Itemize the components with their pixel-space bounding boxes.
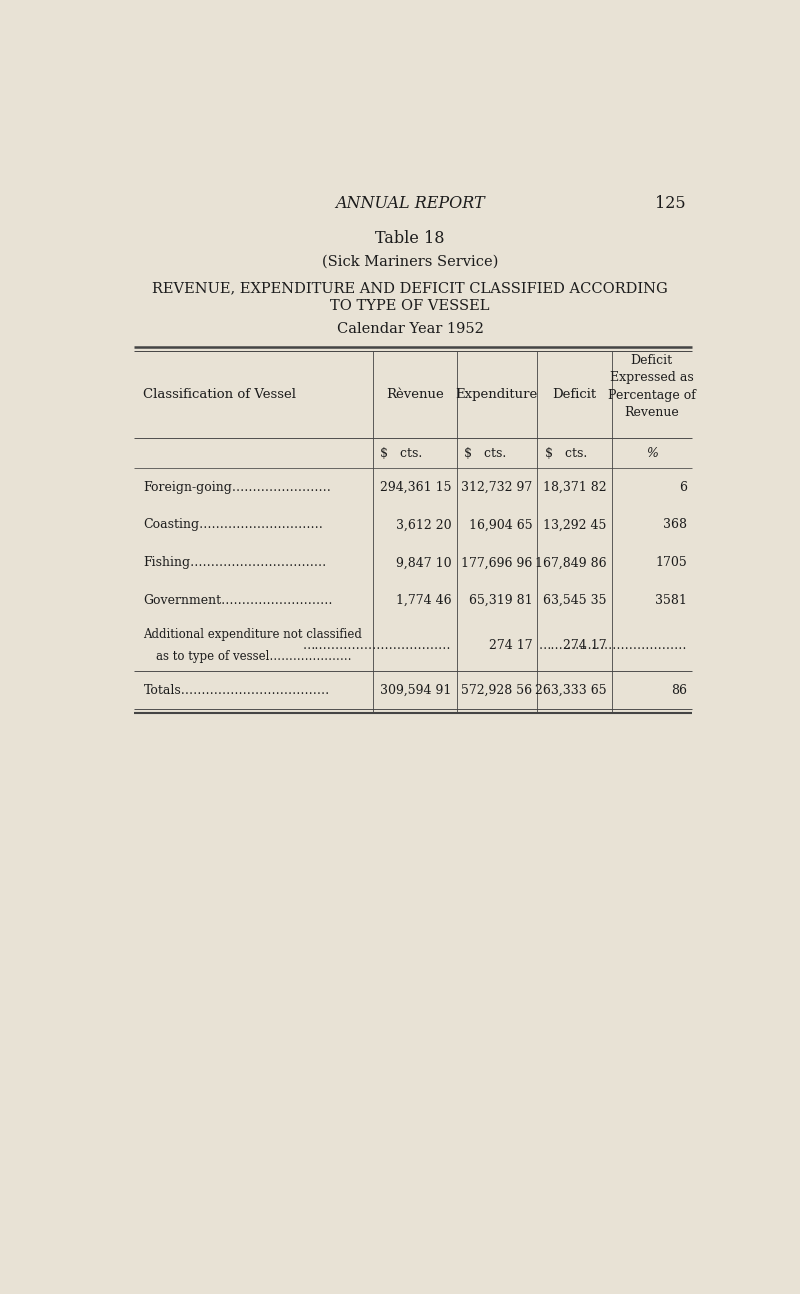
Text: ………………………………: ……………………………… xyxy=(303,639,451,652)
Text: Additional expenditure not classified: Additional expenditure not classified xyxy=(143,628,362,641)
Text: $   cts.: $ cts. xyxy=(464,446,506,459)
Text: 3581: 3581 xyxy=(655,594,687,607)
Text: 13,292 45: 13,292 45 xyxy=(543,519,606,532)
Text: as to type of vessel…………………: as to type of vessel………………… xyxy=(156,651,351,664)
Text: 167,849 86: 167,849 86 xyxy=(535,556,606,569)
Text: Government………………………: Government……………………… xyxy=(143,594,333,607)
Text: 9,847 10: 9,847 10 xyxy=(396,556,451,569)
Text: 65,319 81: 65,319 81 xyxy=(469,594,532,607)
Text: 3,612 20: 3,612 20 xyxy=(396,519,451,532)
Text: 1705: 1705 xyxy=(655,556,687,569)
Text: 177,696 96: 177,696 96 xyxy=(461,556,532,569)
Text: 312,732 97: 312,732 97 xyxy=(461,480,532,493)
Text: %: % xyxy=(646,446,658,459)
Text: 1,774 46: 1,774 46 xyxy=(396,594,451,607)
Text: REVENUE, EXPENDITURE AND DEFICIT CLASSIFIED ACCORDING: REVENUE, EXPENDITURE AND DEFICIT CLASSIF… xyxy=(152,282,668,296)
Text: 63,545 35: 63,545 35 xyxy=(543,594,606,607)
Text: Totals………………………………: Totals……………………………… xyxy=(143,683,330,697)
Text: Coasting…………………………: Coasting………………………… xyxy=(143,519,323,532)
Text: 368: 368 xyxy=(663,519,687,532)
Text: ………………………………: ……………………………… xyxy=(538,639,687,652)
Text: ANNUAL REPORT: ANNUAL REPORT xyxy=(335,194,485,212)
Text: $   cts.: $ cts. xyxy=(380,446,422,459)
Text: Deficit: Deficit xyxy=(552,388,596,401)
Text: Classification of Vessel: Classification of Vessel xyxy=(143,388,296,401)
Text: Foreign-going……………………: Foreign-going…………………… xyxy=(143,480,331,493)
Text: 294,361 15: 294,361 15 xyxy=(380,480,451,493)
Text: (Sick Mariners Service): (Sick Mariners Service) xyxy=(322,255,498,269)
Text: Fishing……………………………: Fishing…………………………… xyxy=(143,556,326,569)
Text: 86: 86 xyxy=(671,683,687,697)
Text: 16,904 65: 16,904 65 xyxy=(469,519,532,532)
Text: Rèvenue: Rèvenue xyxy=(386,388,443,401)
Text: 125: 125 xyxy=(655,194,686,212)
Text: 6: 6 xyxy=(679,480,687,493)
Text: Table 18: Table 18 xyxy=(375,230,445,247)
Text: TO TYPE OF VESSEL: TO TYPE OF VESSEL xyxy=(330,299,490,313)
Text: 274 17: 274 17 xyxy=(563,639,606,652)
Text: 263,333 65: 263,333 65 xyxy=(535,683,606,697)
Text: 18,371 82: 18,371 82 xyxy=(543,480,606,493)
Text: Deficit
Expressed as
Percentage of
Revenue: Deficit Expressed as Percentage of Reven… xyxy=(608,353,696,419)
Text: $   cts.: $ cts. xyxy=(545,446,586,459)
Text: 274 17: 274 17 xyxy=(489,639,532,652)
Text: Calendar Year 1952: Calendar Year 1952 xyxy=(337,322,483,335)
Text: Expenditure: Expenditure xyxy=(456,388,538,401)
Text: 572,928 56: 572,928 56 xyxy=(461,683,532,697)
Text: 309,594 91: 309,594 91 xyxy=(380,683,451,697)
